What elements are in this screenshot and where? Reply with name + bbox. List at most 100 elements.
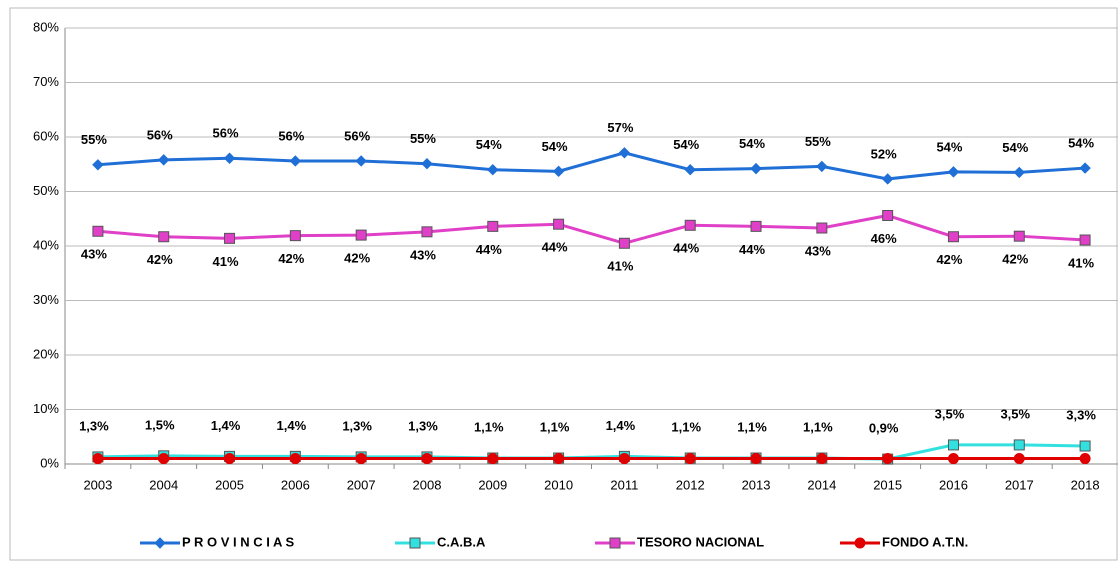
marker [684, 453, 696, 465]
data-label: 43% [81, 247, 107, 262]
x-tick-label: 2017 [1005, 477, 1034, 492]
data-label: 3,3% [1066, 407, 1096, 422]
data-label: 41% [213, 254, 239, 269]
marker [618, 453, 630, 465]
data-label: 54% [673, 137, 699, 152]
y-tick-label: 30% [33, 292, 59, 307]
legend-label: C.A.B.A [437, 534, 486, 549]
marker [224, 453, 236, 465]
marker [750, 220, 762, 232]
data-label: 54% [476, 137, 502, 152]
marker [684, 163, 696, 176]
data-label: 3,5% [935, 406, 965, 421]
x-tick-label: 2010 [544, 477, 573, 492]
data-label: 1,1% [737, 419, 767, 434]
marker [684, 219, 696, 231]
legend-label: FONDO A.T.N. [882, 534, 968, 549]
marker [355, 453, 367, 465]
x-tick-label: 2014 [807, 477, 836, 492]
marker [92, 159, 104, 171]
x-tick-label: 2007 [347, 477, 376, 492]
y-tick-label: 50% [33, 183, 59, 198]
series-line [97, 443, 1086, 461]
marker [1079, 453, 1091, 465]
data-label: 54% [1068, 136, 1094, 151]
marker [1013, 453, 1025, 465]
marker [618, 237, 630, 249]
marker [816, 222, 828, 234]
data-label: 56% [344, 128, 370, 143]
marker [1079, 440, 1091, 452]
data-label: 1,1% [540, 419, 570, 434]
data-label: 56% [147, 127, 173, 142]
marker [947, 231, 959, 243]
x-tick-label: 2006 [281, 477, 310, 492]
data-label: 0,9% [869, 421, 899, 436]
y-tick-label: 70% [33, 74, 59, 89]
data-label: 1,3% [408, 418, 438, 433]
data-label: 41% [607, 259, 633, 274]
series-line [97, 213, 1086, 245]
data-label: 41% [1068, 255, 1094, 270]
marker [947, 439, 959, 451]
data-label: 55% [410, 131, 436, 146]
marker [553, 218, 565, 230]
data-label: 54% [542, 139, 568, 154]
data-label: 42% [936, 252, 962, 267]
legend-marker [154, 537, 166, 549]
marker [882, 453, 894, 465]
marker [618, 147, 631, 159]
data-label: 44% [542, 240, 568, 255]
marker [1013, 230, 1025, 242]
data-label: 44% [476, 242, 502, 257]
marker [881, 173, 894, 185]
data-label: 1,1% [803, 419, 833, 434]
x-tick-label: 2004 [149, 477, 178, 492]
marker [158, 231, 170, 243]
marker [1013, 166, 1025, 179]
data-label: 42% [344, 251, 370, 266]
legend-marker [854, 537, 866, 549]
data-label: 1,1% [671, 419, 701, 434]
legend-marker [609, 537, 621, 549]
data-label: 56% [213, 126, 239, 141]
marker [1013, 439, 1025, 451]
marker [750, 453, 762, 465]
legend-label: TESORO NACIONAL [637, 534, 764, 549]
marker [92, 453, 104, 465]
data-label: 54% [936, 139, 962, 154]
marker [158, 154, 170, 166]
data-label: 52% [871, 146, 897, 161]
marker [421, 453, 433, 465]
data-label: 1,4% [211, 418, 241, 433]
marker [947, 453, 959, 465]
marker [1079, 234, 1091, 246]
data-label: 44% [739, 242, 765, 257]
legend-marker [409, 537, 421, 549]
y-tick-label: 20% [33, 346, 59, 361]
marker [355, 229, 367, 241]
y-tick-label: 40% [33, 237, 59, 252]
data-label: 43% [410, 247, 436, 262]
data-label: 44% [673, 241, 699, 256]
marker [487, 163, 499, 176]
marker [355, 155, 367, 167]
x-tick-label: 2011 [610, 477, 638, 492]
data-label: 54% [739, 136, 765, 151]
marker [750, 162, 762, 175]
y-tick-label: 80% [33, 19, 59, 34]
marker [553, 453, 565, 465]
data-label: 43% [805, 243, 831, 258]
data-label: 1,5% [145, 417, 175, 432]
marker [947, 166, 960, 178]
marker [92, 225, 104, 237]
data-label: 1,4% [606, 418, 636, 433]
x-tick-label: 2005 [215, 477, 244, 492]
x-tick-label: 2013 [742, 477, 771, 492]
y-tick-label: 60% [33, 128, 59, 143]
x-tick-label: 2015 [873, 477, 902, 492]
data-label: 1,3% [342, 418, 372, 433]
marker [487, 220, 499, 232]
marker [421, 226, 433, 238]
